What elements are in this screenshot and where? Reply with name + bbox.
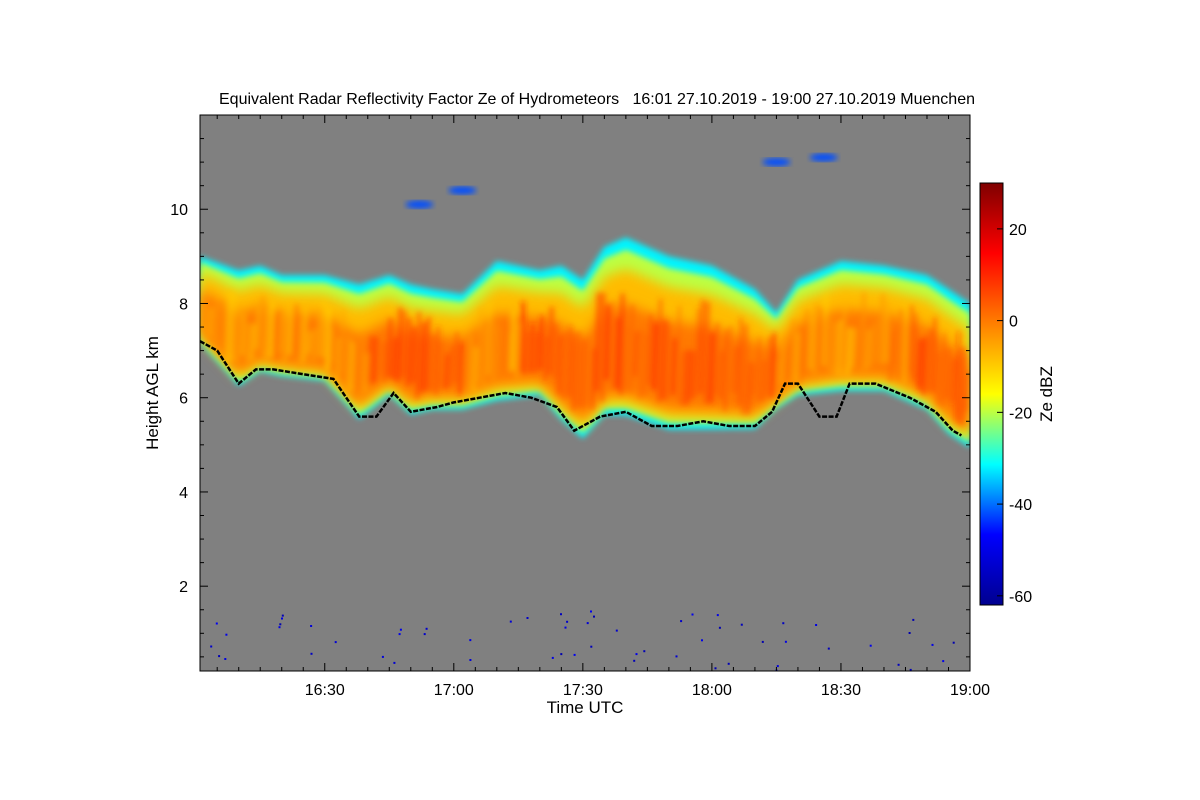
- chart-title: Equivalent Radar Reflectivity Factor Ze …: [219, 91, 975, 108]
- y-tick-label: 6: [179, 391, 188, 408]
- plot-frame: [199, 114, 971, 672]
- colorbar: [979, 182, 1004, 606]
- cirrus-patch: [809, 153, 838, 162]
- y-tick-label: 10: [170, 202, 188, 219]
- colorbar-tick-label: -40: [1009, 497, 1032, 514]
- colorbar-ticks: -60 -40 -20 0 20: [997, 222, 1032, 606]
- cirrus-patch: [448, 186, 477, 195]
- cirrus-patch: [762, 158, 791, 167]
- reflectivity-streaks: [202, 289, 970, 426]
- x-tick-label: 18:30: [821, 682, 861, 699]
- x-tick-label: 17:30: [563, 682, 603, 699]
- y-axis: 2 4 6 8 10: [170, 138, 970, 658]
- colorbar-tick-label: -20: [1009, 405, 1032, 422]
- y-tick-label: 2: [179, 579, 188, 596]
- x-axis: 16:30 17:00 17:30 18:00 18:30 19:00: [216, 115, 990, 699]
- x-tick-label: 19:00: [950, 682, 990, 699]
- colorbar-label: Ze dBZ: [1037, 366, 1056, 422]
- y-tick-label: 4: [179, 485, 188, 502]
- cirrus-patch: [405, 200, 434, 209]
- y-tick-label: 8: [179, 296, 188, 313]
- x-axis-label: Time UTC: [547, 698, 624, 717]
- colorbar-tick-label: 0: [1009, 314, 1018, 331]
- cloud-base-line: [200, 340, 962, 437]
- colorbar-tick-label: -60: [1009, 589, 1032, 606]
- y-axis-label: Height AGL km: [143, 336, 162, 450]
- x-tick-label: 18:00: [692, 682, 732, 699]
- x-tick-label: 17:00: [434, 682, 474, 699]
- x-tick-label: 16:30: [305, 682, 345, 699]
- colorbar-tick-label: 20: [1009, 222, 1027, 239]
- cloud-base-polyline: [200, 340, 962, 437]
